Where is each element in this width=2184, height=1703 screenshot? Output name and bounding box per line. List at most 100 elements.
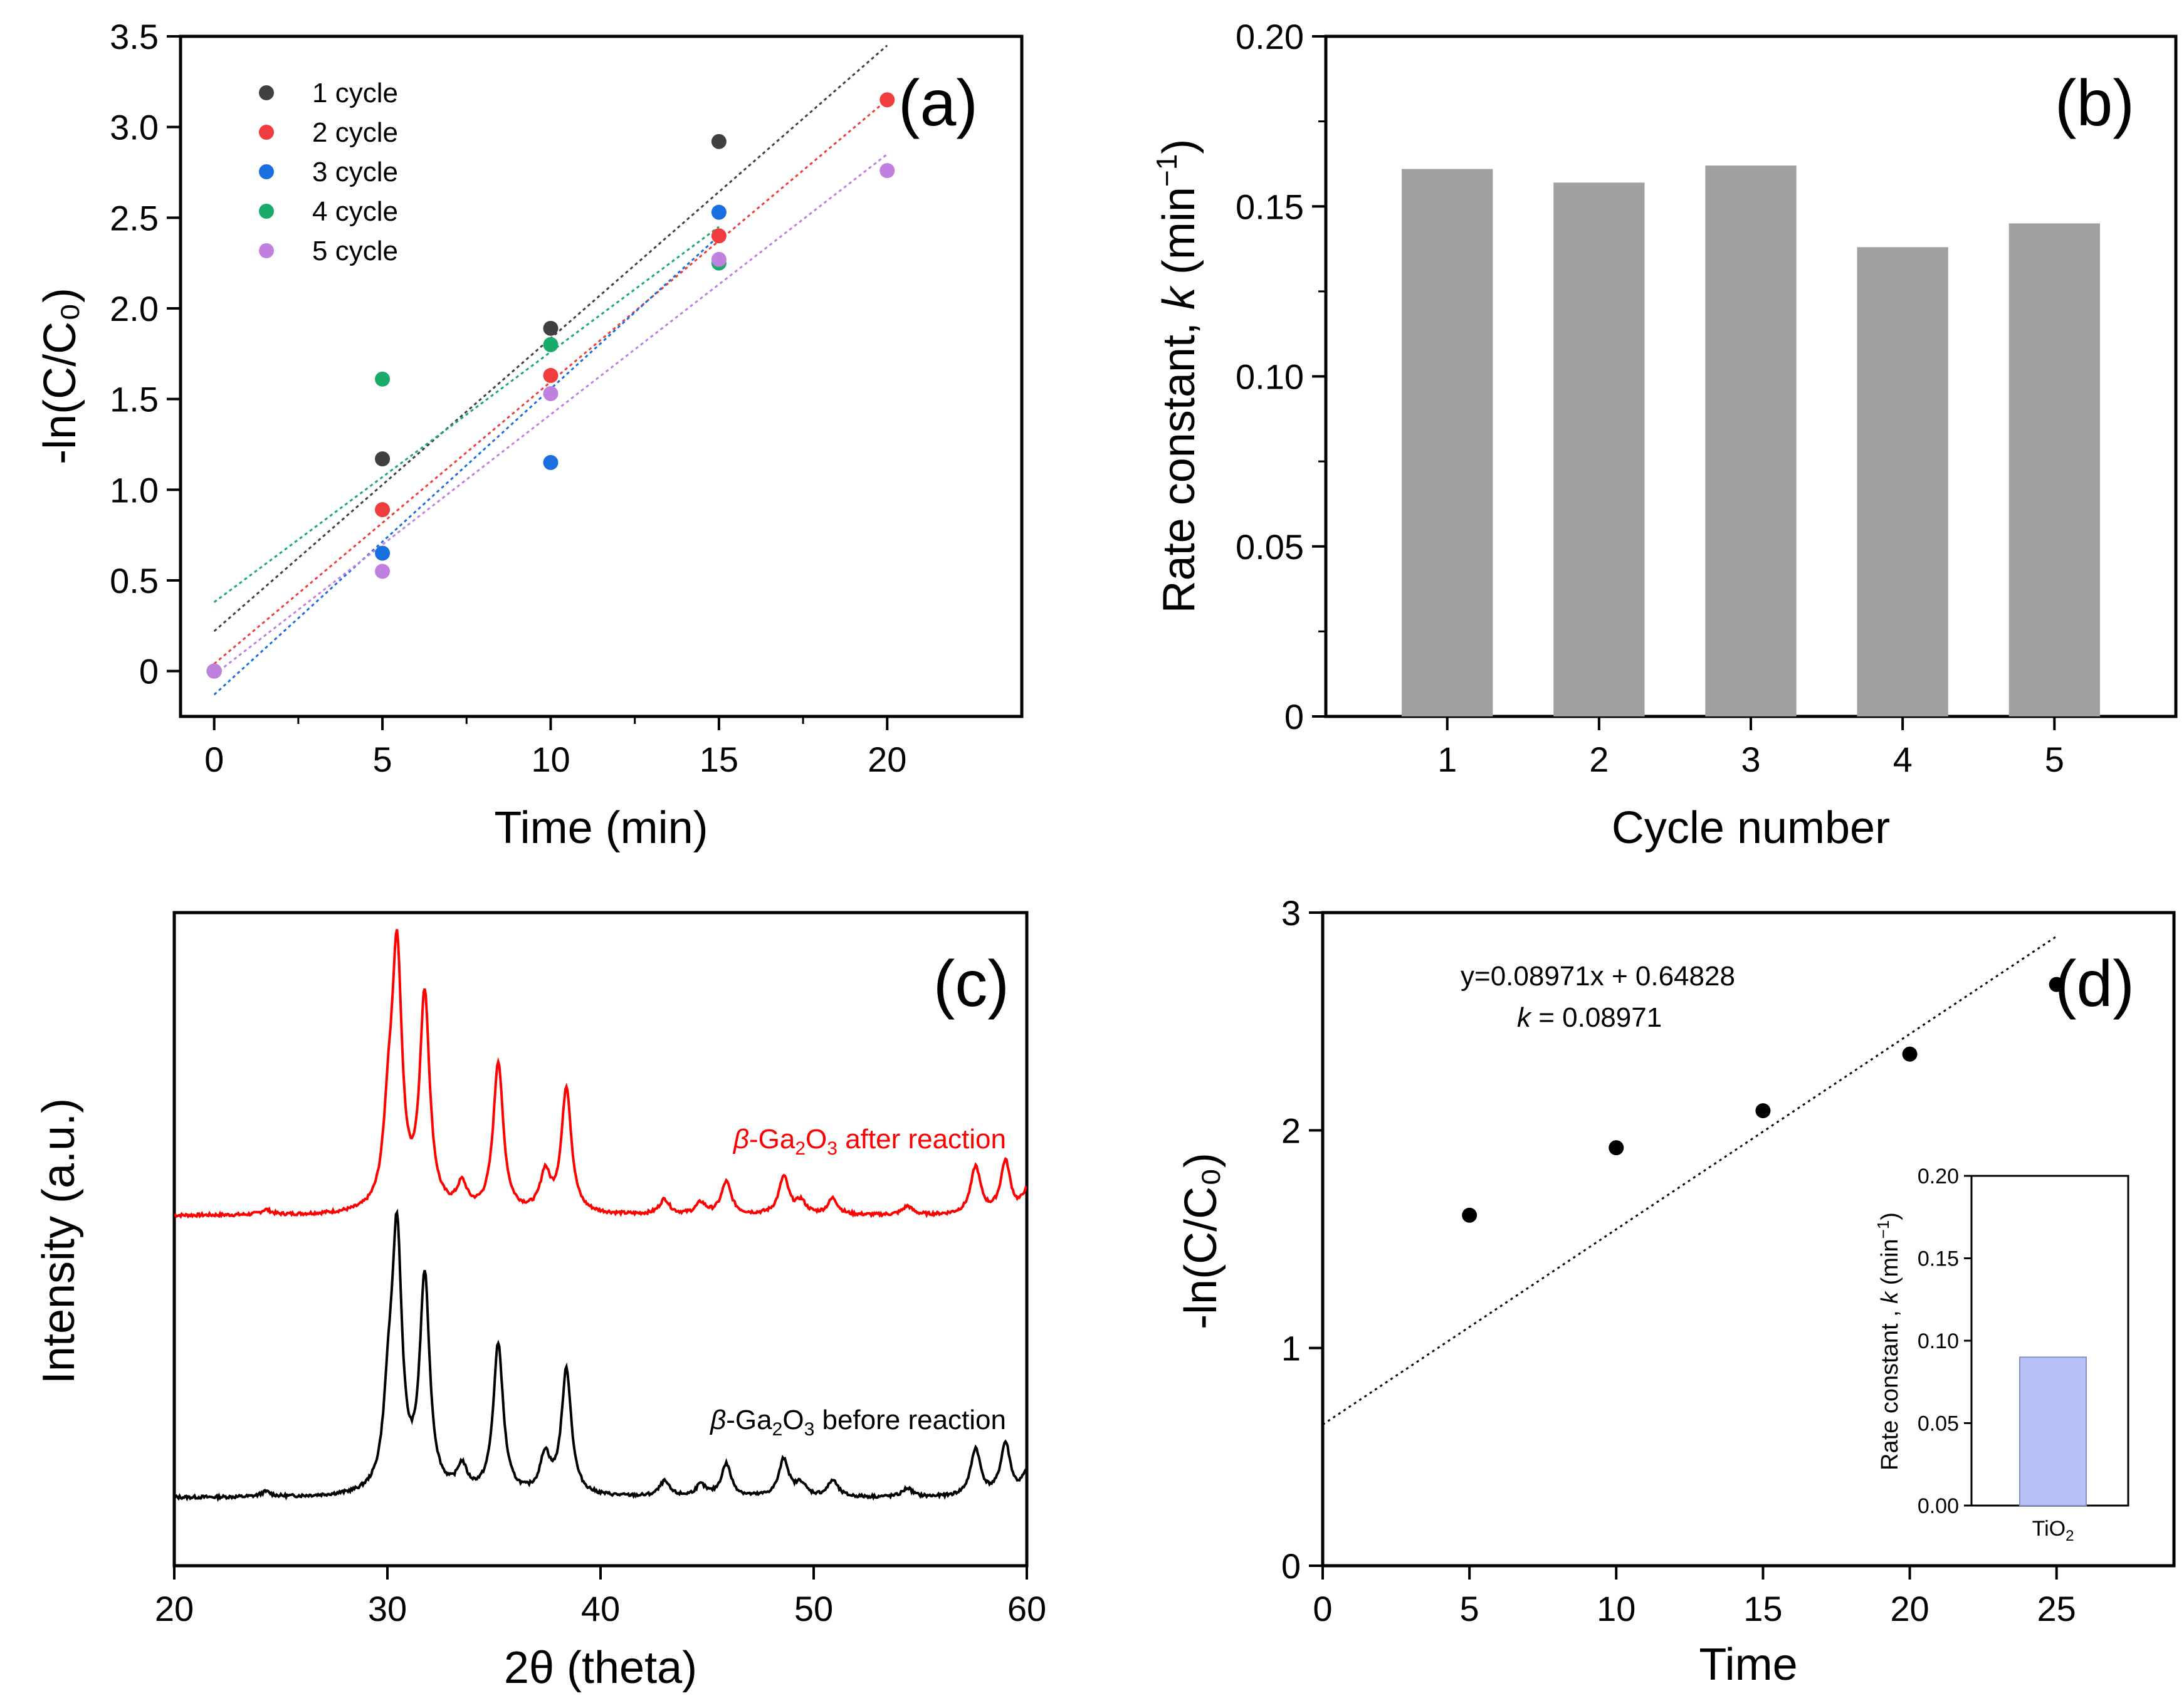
- data-point-cycle-5: [375, 563, 391, 579]
- inset-y-axis-label: Rate constant , k (min−1): [1874, 1212, 1903, 1470]
- panel-a-x-ticks: 0 5 10 15 20: [204, 716, 906, 779]
- data-point-cycle-5: [879, 163, 895, 179]
- data-point-cycle-5: [543, 385, 559, 401]
- inset-y-ticks: 0.00 0.05 0.10 0.15 0.20: [1918, 1165, 1971, 1518]
- bar-cycle-1: [1402, 169, 1493, 716]
- panel-a-frame: [179, 34, 1024, 718]
- y-tick-label: 0.15: [1236, 187, 1304, 226]
- panel-b-y-axis-label: Rate constant, k (min−1): [1150, 139, 1204, 614]
- rate-constant-annotation: k = 0.08971: [1517, 1002, 1662, 1033]
- data-point-cycle-2: [879, 92, 895, 108]
- x-tick-label: 40: [581, 1589, 620, 1628]
- panel-a-x-axis-label: Time (min): [494, 803, 708, 853]
- x-tick-label: 0: [204, 740, 224, 779]
- xrd-line-after-reaction: [174, 929, 1027, 1219]
- legend-marker-cycle-4: [259, 204, 274, 219]
- x-tick-label: 15: [700, 740, 738, 779]
- y-tick-label: 2.5: [110, 198, 159, 238]
- y-tick-label: 3.5: [110, 17, 159, 56]
- y-tick-label: 0.10: [1236, 357, 1304, 397]
- panel-d-inset: 0.00 0.05 0.10 0.15 0.20 TiO2 Rate constant …: [1874, 1165, 2129, 1544]
- inset-bar-tio2: [2019, 1356, 2087, 1507]
- panel-c-x-axis-label: 2θ (theta): [504, 1643, 697, 1693]
- x-tick-label: 5: [2045, 740, 2064, 779]
- panel-a-points: [206, 92, 895, 679]
- data-point-cycle-3: [711, 204, 727, 220]
- y-tick-label: 0: [1284, 697, 1304, 736]
- panel-b-label: (b): [2055, 67, 2134, 140]
- data-point-cycle-1: [375, 451, 391, 467]
- panel-c-label: (c): [933, 948, 1009, 1020]
- fit-line-cycle-4: [213, 226, 720, 603]
- x-tick-label: 25: [2037, 1589, 2076, 1628]
- x-tick-label: 15: [1743, 1589, 1782, 1628]
- y-tick-label: 1: [1281, 1329, 1301, 1368]
- panel-d-x-ticks: 0 5 10 15 20 25: [1313, 1566, 2076, 1628]
- legend-label-cycle-2: 2 cycle: [312, 117, 398, 148]
- x-tick-label: 1: [1437, 740, 1457, 779]
- inset-y-tick-label: 0.00: [1918, 1494, 1959, 1518]
- inset-y-tick-label: 0.15: [1918, 1247, 1959, 1271]
- legend-label-cycle-4: 4 cycle: [312, 196, 398, 227]
- panel-d: 0 5 10 15 20 25 0 1 2 3 (d) y=0.08971x + 0.64828…: [1176, 893, 2176, 1690]
- x-tick-label: 50: [794, 1589, 833, 1628]
- y-tick-label: 2: [1281, 1111, 1301, 1150]
- x-tick-label: 10: [531, 740, 570, 779]
- y-tick-label: 0.5: [110, 561, 159, 600]
- x-tick-label: 2: [1589, 740, 1609, 779]
- data-point-cycle-5: [711, 251, 727, 267]
- y-tick-label: 0: [1281, 1546, 1301, 1586]
- data-point: [1902, 1046, 1918, 1062]
- legend-marker-cycle-3: [259, 164, 274, 179]
- data-point: [1462, 1207, 1478, 1223]
- fit-line-cycle-3: [213, 235, 720, 696]
- panel-b: 1 2 3 4 5 0 0.05 0.10 0.15 0.20 (b) Cycle number…: [1150, 17, 2178, 853]
- panel-a-label: (a): [898, 67, 978, 140]
- panel-d-y-ticks: 0 1 2 3: [1281, 893, 1323, 1586]
- y-tick-label: 0: [139, 652, 159, 691]
- panel-d-y-axis-label: -ln(C/C₀): [1176, 1153, 1226, 1329]
- panel-d-frame: [1321, 911, 2176, 1568]
- panel-c-y-axis-label: Intensity (a.u.): [34, 1098, 84, 1384]
- legend-marker-cycle-5: [259, 243, 274, 258]
- inset-bars: [2019, 1356, 2087, 1507]
- bar-cycle-3: [1705, 165, 1797, 716]
- panel-a: 0 5 10 15 20 0 0.5 1.0 1.5 2.0 2.5 3.0 3.5 1 cycle 2…: [35, 17, 1024, 853]
- y-tick-label: 0.05: [1236, 527, 1304, 567]
- panel-c-frame: [172, 911, 1029, 1568]
- x-tick-label: 20: [155, 1589, 194, 1628]
- x-tick-label: 30: [368, 1589, 407, 1628]
- y-tick-label: 3.0: [110, 108, 159, 147]
- panel-b-x-axis-label: Cycle number: [1612, 803, 1890, 853]
- x-tick-label: 0: [1313, 1589, 1332, 1628]
- legend-marker-cycle-2: [259, 125, 274, 140]
- panel-b-bars: [1402, 165, 2100, 717]
- x-tick-label: 5: [1460, 1589, 1479, 1628]
- data-point-cycle-2: [375, 502, 391, 518]
- x-tick-label: 20: [1890, 1589, 1929, 1628]
- data-point: [1609, 1140, 1624, 1156]
- data-point-cycle-1: [711, 134, 727, 149]
- y-tick-label: 0.20: [1236, 17, 1304, 56]
- data-point-cycle-4: [543, 337, 559, 352]
- legend-marker-cycle-1: [259, 85, 274, 100]
- bar-cycle-5: [2008, 223, 2100, 716]
- panel-d-points: [1462, 977, 2064, 1223]
- bar-cycle-4: [1857, 247, 1948, 717]
- panel-c: 20 30 40 50 60 (c) β-Ga2O3 after reaction β-…: [34, 911, 1046, 1693]
- panel-d-x-axis-label: Time: [1699, 1640, 1797, 1690]
- data-point: [2049, 977, 2064, 992]
- y-tick-label: 3: [1281, 893, 1301, 933]
- data-point-cycle-3: [375, 545, 391, 561]
- x-tick-label: 4: [1893, 740, 1913, 779]
- x-tick-label: 5: [373, 740, 392, 779]
- y-tick-label: 1.5: [110, 380, 159, 419]
- x-tick-label: 10: [1597, 1589, 1635, 1628]
- data-point-cycle-2: [711, 228, 727, 244]
- inset-y-tick-label: 0.20: [1918, 1165, 1959, 1188]
- panel-d-label: (d): [2055, 948, 2134, 1020]
- data-point-cycle-1: [543, 320, 559, 336]
- inset-category-label: TiO2: [2032, 1517, 2074, 1544]
- panel-d-fit-line: [1322, 935, 2057, 1426]
